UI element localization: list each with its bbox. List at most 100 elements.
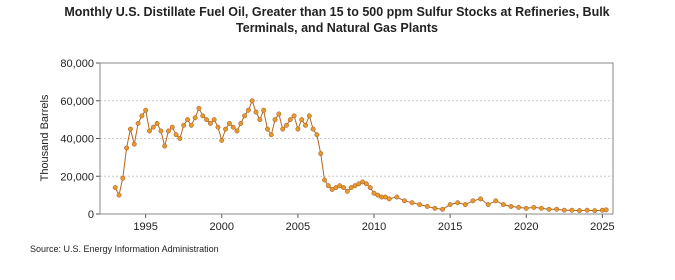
point (523, 205, 529, 211)
point (223, 126, 229, 132)
point (245, 107, 251, 113)
point (360, 179, 366, 185)
x-tick-label: 2010 (362, 221, 386, 233)
y-tick-label: 20,000 (60, 171, 94, 183)
x-tick-label: 2005 (286, 221, 310, 233)
point (603, 207, 609, 213)
point (299, 117, 305, 123)
point (242, 113, 248, 119)
point (173, 132, 179, 138)
point (215, 124, 221, 130)
y-axis-label: Thousand Barrels (39, 94, 51, 181)
x-tick-label: 2025 (590, 221, 614, 233)
point (470, 198, 476, 204)
point (234, 128, 240, 134)
point (177, 136, 183, 141)
point (516, 204, 522, 210)
point (207, 120, 213, 126)
point (143, 107, 149, 113)
point (147, 128, 152, 134)
point (440, 206, 445, 212)
y-tick-label: 0 (88, 209, 94, 221)
point (546, 206, 552, 212)
point (592, 208, 598, 214)
point (402, 198, 407, 204)
point (295, 126, 301, 132)
point (306, 113, 312, 119)
point (181, 122, 187, 128)
point (158, 128, 164, 134)
point (135, 120, 141, 126)
source: Source: U.S. Energy Information Administ… (30, 244, 219, 254)
point (337, 183, 343, 189)
point (363, 181, 369, 187)
point (154, 120, 160, 126)
point (462, 202, 468, 208)
point (322, 177, 327, 183)
point (291, 113, 297, 119)
point (162, 143, 168, 149)
point (417, 202, 423, 208)
point (371, 190, 377, 196)
point (127, 126, 133, 132)
point (386, 196, 392, 202)
point (166, 128, 171, 134)
plot-frame (99, 62, 614, 215)
point (531, 204, 537, 210)
point (577, 208, 582, 214)
point (188, 122, 194, 128)
point (211, 117, 217, 123)
point (584, 207, 590, 213)
point (424, 204, 430, 209)
point (120, 175, 126, 181)
point (226, 120, 232, 126)
point (230, 124, 236, 130)
point (356, 181, 362, 187)
point (264, 126, 270, 132)
point (569, 207, 575, 213)
point (493, 198, 499, 204)
point (561, 207, 567, 213)
point (375, 192, 381, 198)
chart-title: Monthly U.S. Distillate Fuel Oil, Greate… (64, 5, 609, 35)
point (382, 194, 388, 200)
point (394, 194, 400, 200)
point (169, 124, 175, 130)
point (409, 200, 415, 206)
x-tick-label: 1995 (133, 221, 157, 233)
point (447, 202, 453, 208)
point (276, 111, 282, 117)
point (325, 183, 331, 189)
point (185, 117, 190, 123)
point (261, 107, 267, 113)
point (124, 145, 130, 151)
point (200, 113, 206, 119)
point (318, 151, 324, 157)
point (272, 117, 278, 123)
point (455, 200, 461, 206)
point (219, 137, 225, 143)
point (112, 185, 118, 191)
point (196, 105, 202, 111)
point (508, 204, 514, 209)
point (554, 206, 560, 212)
point (348, 185, 354, 191)
point (204, 117, 210, 123)
point (333, 185, 339, 191)
point (500, 202, 506, 208)
point (257, 117, 263, 123)
point (131, 141, 137, 147)
point (310, 126, 316, 132)
point (539, 205, 544, 211)
point (329, 187, 335, 192)
y-tick-label: 80,000 (60, 58, 94, 70)
point (352, 183, 358, 189)
point (314, 132, 320, 138)
point (280, 126, 286, 132)
point (150, 124, 156, 130)
point (192, 115, 198, 121)
point (344, 188, 350, 194)
x-tick-label: 2000 (210, 221, 234, 233)
